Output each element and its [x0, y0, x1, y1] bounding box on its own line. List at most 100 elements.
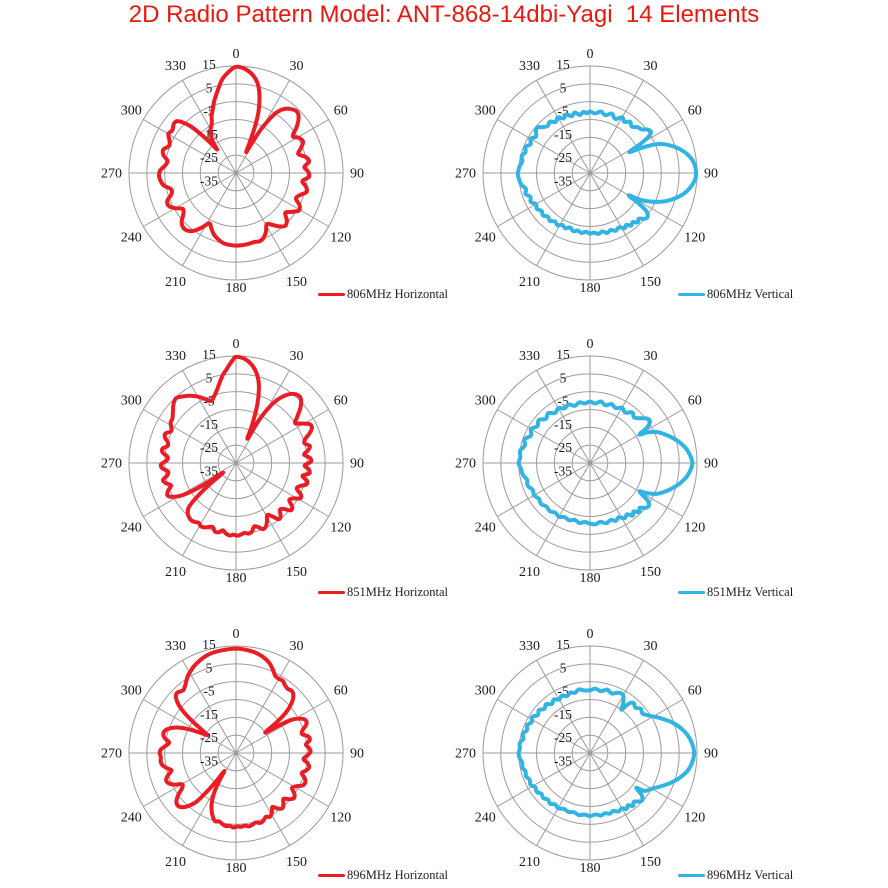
svg-text:150: 150: [640, 565, 661, 580]
svg-text:270: 270: [455, 457, 476, 472]
svg-text:-35: -35: [554, 174, 572, 189]
svg-text:150: 150: [286, 275, 307, 290]
radial-tick-labels: 155-5-15-25-35: [200, 347, 218, 479]
svg-text:-25: -25: [554, 730, 572, 745]
legend-851mhz-vertical: 851MHz Vertical: [678, 585, 793, 599]
svg-text:0: 0: [233, 627, 240, 642]
svg-text:270: 270: [101, 167, 122, 182]
svg-text:120: 120: [330, 231, 351, 246]
svg-text:-15: -15: [554, 127, 572, 142]
svg-text:5: 5: [560, 370, 567, 385]
svg-text:60: 60: [334, 104, 348, 119]
svg-text:-25: -25: [554, 150, 572, 165]
svg-text:90: 90: [350, 457, 364, 472]
polar-plot-svg: 155-5-15-25-3503060901201501802102402703…: [101, 337, 364, 586]
svg-text:15: 15: [202, 57, 216, 72]
angle-tick-labels: 0 30 60 90 120 150 180 210 240 270 300 330: [101, 627, 364, 876]
legend-line-swatch: [678, 873, 705, 877]
svg-text:15: 15: [556, 57, 570, 72]
svg-text:240: 240: [121, 811, 142, 826]
svg-text:120: 120: [330, 811, 351, 826]
svg-text:-35: -35: [554, 464, 572, 479]
legend-label: 851MHz Horizontal: [347, 585, 449, 599]
svg-text:30: 30: [644, 349, 658, 364]
svg-text:15: 15: [556, 347, 570, 362]
svg-text:0: 0: [233, 337, 240, 352]
svg-text:-35: -35: [200, 464, 218, 479]
polar-chart-851mhz-horizontal: 15 5 -5 -15 -25 -35 0 30 60 90 120 150 180 210 240 270 3…: [76, 303, 396, 623]
legend-896mhz-vertical: 896MHz Vertical: [678, 868, 793, 882]
svg-text:120: 120: [684, 811, 705, 826]
svg-text:330: 330: [165, 349, 186, 364]
svg-text:60: 60: [688, 684, 702, 699]
radial-tick-labels: 155-5-15-25-35: [554, 637, 572, 769]
svg-text:330: 330: [165, 59, 186, 74]
legend-line-swatch: [678, 590, 705, 594]
svg-text:150: 150: [286, 565, 307, 580]
pattern-curve-851mhz-vertical: [516, 399, 695, 527]
angle-tick-labels: 0 30 60 90 120 150 180 210 240 270 300 330: [455, 47, 718, 296]
polar-plot-svg: 155-5-15-25-3503060901201501802102402703…: [455, 627, 718, 876]
svg-text:30: 30: [290, 349, 304, 364]
svg-text:0: 0: [587, 627, 594, 642]
svg-text:270: 270: [101, 747, 122, 762]
legend-label: 806MHz Vertical: [707, 287, 794, 301]
svg-text:90: 90: [350, 747, 364, 762]
polar-chart-806mhz-horizontal: 15 5 -5 -15 -25 -35 0 30 60 90 120 150 180 210 240 270 3…: [76, 13, 396, 333]
svg-text:180: 180: [580, 861, 601, 876]
svg-text:-5: -5: [557, 104, 568, 119]
svg-text:210: 210: [165, 565, 186, 580]
polar-grid: [128, 645, 344, 861]
legend-label: 896MHz Horizontal: [347, 868, 449, 882]
svg-text:240: 240: [475, 811, 496, 826]
svg-text:60: 60: [334, 684, 348, 699]
legend-line-swatch: [318, 292, 345, 296]
pattern-curve-806mhz-vertical: [515, 109, 699, 236]
svg-text:300: 300: [121, 684, 142, 699]
svg-text:180: 180: [226, 281, 247, 296]
svg-text:-25: -25: [200, 440, 218, 455]
svg-text:330: 330: [519, 639, 540, 654]
svg-text:150: 150: [640, 275, 661, 290]
legend-806mhz-vertical: 806MHz Vertical: [678, 287, 793, 301]
svg-text:90: 90: [350, 167, 364, 182]
svg-text:240: 240: [121, 231, 142, 246]
svg-text:-35: -35: [554, 754, 572, 769]
svg-text:60: 60: [688, 104, 702, 119]
svg-text:-5: -5: [203, 684, 214, 699]
pattern-curve-851mhz-horizontal: [158, 354, 314, 538]
svg-text:5: 5: [560, 660, 567, 675]
svg-text:180: 180: [580, 281, 601, 296]
svg-text:90: 90: [704, 457, 718, 472]
page-title: 2D Radio Pattern Model: ANT-868-14dbi-Ya…: [128, 1, 760, 28]
svg-text:5: 5: [206, 80, 213, 95]
svg-text:210: 210: [519, 275, 540, 290]
svg-text:180: 180: [226, 861, 247, 876]
radial-tick-labels: 155-5-15-25-35: [200, 637, 218, 769]
svg-text:240: 240: [121, 521, 142, 536]
polar-chart-896mhz-vertical: 15 5 -5 -15 -25 -35 0 30 60 90 120 150 180 210 240 270 3…: [430, 593, 750, 888]
svg-text:5: 5: [206, 370, 213, 385]
polar-chart-851mhz-vertical: 15 5 -5 -15 -25 -35 0 30 60 90 120 150 180 210 240 270 3…: [430, 303, 750, 623]
svg-text:-25: -25: [554, 440, 572, 455]
legend-851mhz-horizontal: 851MHz Horizontal: [318, 585, 448, 599]
svg-text:330: 330: [519, 59, 540, 74]
legend-806mhz-horizontal: 806MHz Horizontal: [318, 287, 448, 301]
svg-text:210: 210: [165, 275, 186, 290]
svg-text:210: 210: [519, 565, 540, 580]
pattern-curve-806mhz-horizontal: [157, 64, 312, 248]
svg-text:270: 270: [101, 457, 122, 472]
svg-text:210: 210: [519, 855, 540, 870]
svg-text:5: 5: [560, 80, 567, 95]
svg-text:-5: -5: [203, 104, 214, 119]
svg-text:60: 60: [688, 394, 702, 409]
svg-text:330: 330: [165, 639, 186, 654]
svg-text:240: 240: [475, 521, 496, 536]
svg-text:30: 30: [290, 59, 304, 74]
svg-text:0: 0: [587, 337, 594, 352]
svg-text:150: 150: [640, 855, 661, 870]
polar-plot-svg: 155-5-15-25-3503060901201501802102402703…: [455, 337, 718, 586]
svg-text:210: 210: [165, 855, 186, 870]
svg-text:120: 120: [684, 231, 705, 246]
